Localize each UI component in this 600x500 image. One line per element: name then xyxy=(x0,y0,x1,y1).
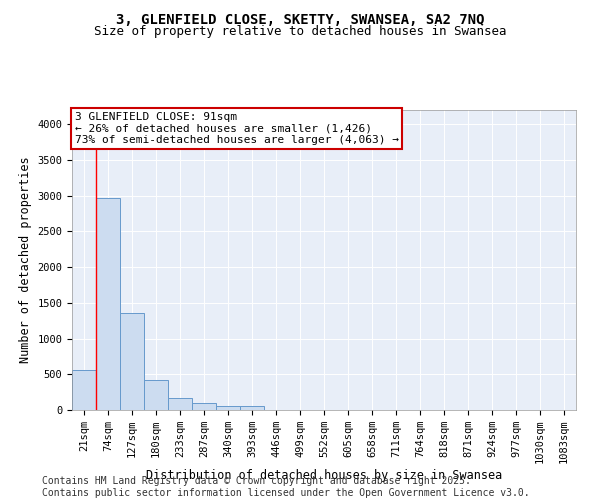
Text: 3, GLENFIELD CLOSE, SKETTY, SWANSEA, SA2 7NQ: 3, GLENFIELD CLOSE, SKETTY, SWANSEA, SA2… xyxy=(116,12,484,26)
Bar xyxy=(72,370,96,410)
Y-axis label: Number of detached properties: Number of detached properties xyxy=(19,156,32,364)
Bar xyxy=(120,313,144,410)
Bar xyxy=(216,406,240,410)
X-axis label: Distribution of detached houses by size in Swansea: Distribution of detached houses by size … xyxy=(146,469,502,482)
Bar xyxy=(96,198,120,410)
Text: Size of property relative to detached houses in Swansea: Size of property relative to detached ho… xyxy=(94,25,506,38)
Bar xyxy=(192,403,216,410)
Text: Contains HM Land Registry data © Crown copyright and database right 2025.
Contai: Contains HM Land Registry data © Crown c… xyxy=(42,476,530,498)
Bar xyxy=(168,398,192,410)
Text: 3 GLENFIELD CLOSE: 91sqm
← 26% of detached houses are smaller (1,426)
73% of sem: 3 GLENFIELD CLOSE: 91sqm ← 26% of detach… xyxy=(74,112,398,144)
Bar xyxy=(144,380,168,410)
Bar xyxy=(240,406,264,410)
